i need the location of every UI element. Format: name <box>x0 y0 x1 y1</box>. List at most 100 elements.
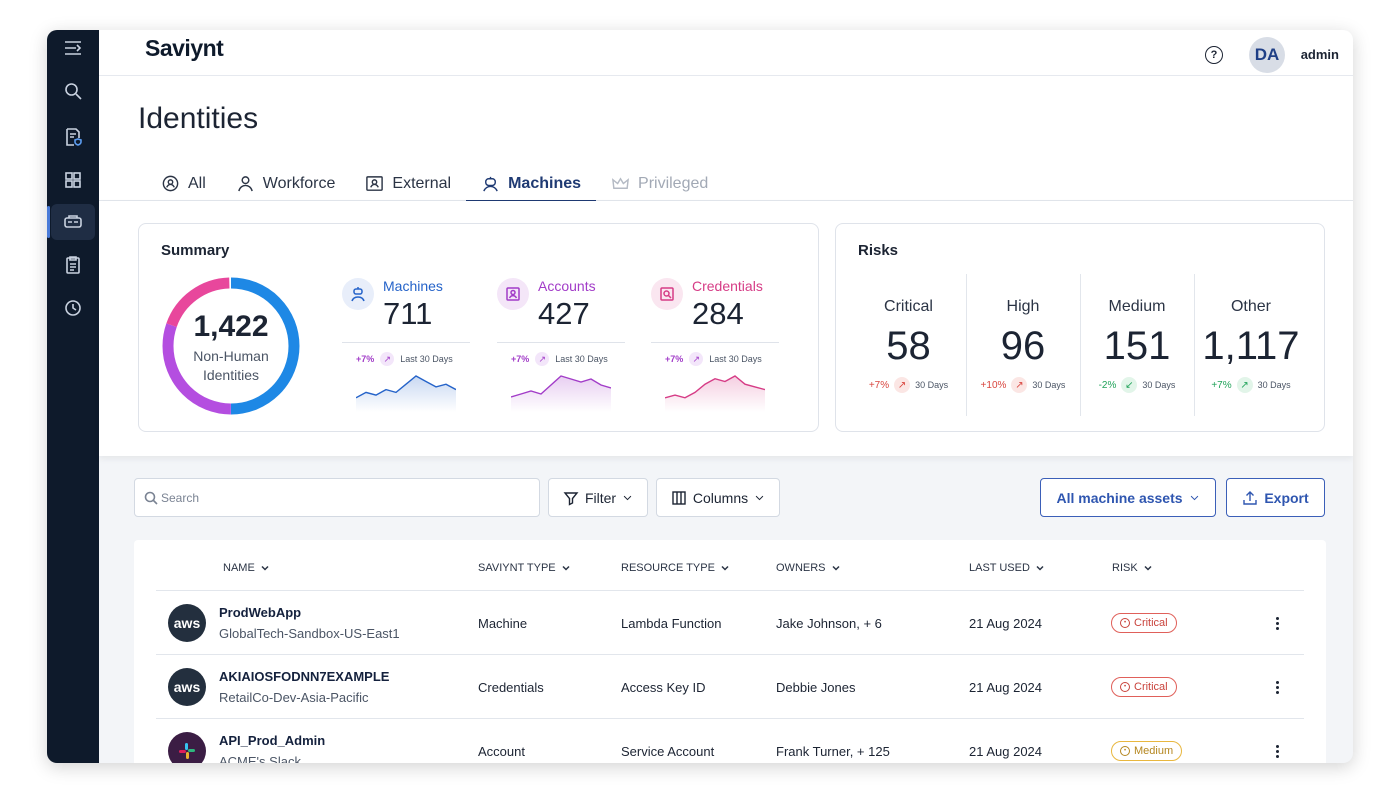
metric-trend: +7% ↗ Last 30 Days <box>356 352 453 366</box>
filter-button[interactable]: Filter <box>548 478 648 517</box>
saviynt-logo[interactable]: Saviynt <box>145 35 224 61</box>
clock-icon[interactable] <box>51 290 95 326</box>
risk-badge-label: Critical <box>1134 681 1168 693</box>
page-title: Identities <box>138 102 259 135</box>
divider <box>497 342 625 343</box>
row-name[interactable]: ProdWebApp <box>219 605 302 620</box>
column-header-risk[interactable]: RISK <box>1112 562 1153 574</box>
chevron-down-icon <box>261 565 269 571</box>
grid-icon[interactable] <box>51 162 95 198</box>
identities-donut-chart <box>162 277 300 415</box>
risk-high[interactable]: High 96 +10% ↗ 30 Days <box>966 274 1079 416</box>
risk-trend-pct: +10% <box>980 379 1007 391</box>
tab-external[interactable]: External <box>350 166 466 201</box>
header-divider <box>156 590 1304 591</box>
row-last-used: 21 Aug 2024 <box>969 744 1043 759</box>
arrow-down-icon: ↙ <box>1121 377 1138 393</box>
key-search-icon <box>651 278 683 310</box>
tab-machines[interactable]: Machines <box>466 166 596 202</box>
risk-trend: -2% ↙ 30 Days <box>1081 377 1193 393</box>
row-more-icon[interactable] <box>1271 613 1283 633</box>
tab-privileged[interactable]: Privileged <box>596 166 723 201</box>
risk-trend: +7% ↗ 30 Days <box>852 377 965 393</box>
identity-card-icon[interactable] <box>47 204 95 240</box>
row-more-icon[interactable] <box>1271 677 1283 697</box>
identity-tabs: All Workforce External Machines Privileg… <box>146 166 723 202</box>
metric-machines[interactable]: Machines 711 +7% ↗ Last 30 Days <box>342 276 470 416</box>
risk-critical[interactable]: Critical 58 +7% ↗ 30 Days <box>852 274 965 416</box>
aws-logo-icon: aws <box>168 604 206 642</box>
column-header-label: RISK <box>1112 562 1138 574</box>
help-circle-icon[interactable]: ? <box>1205 46 1223 64</box>
machines-table: NAME SAVIYNT TYPE RESOURCE TYPE OWNERS L… <box>134 540 1326 763</box>
row-more-icon[interactable] <box>1271 741 1283 761</box>
metric-credentials[interactable]: Credentials 284 +7% ↗ Last 30 Days <box>651 276 779 416</box>
column-header-saviynt-type[interactable]: SAVIYNT TYPE <box>478 562 571 574</box>
risk-other[interactable]: Other 1,117 +7% ↗ 30 Days <box>1194 274 1307 416</box>
risk-trend-pct: +7% <box>868 379 890 391</box>
chevron-down-icon <box>562 565 570 571</box>
metric-value: 711 <box>383 296 433 331</box>
risk-value: 151 <box>1103 324 1171 368</box>
risk-trend-period: 30 Days <box>915 380 949 390</box>
risk-value: 96 <box>1000 324 1046 368</box>
table-row[interactable]: API_Prod_Admin ACME's Slack Account Serv… <box>156 719 1304 763</box>
upload-icon <box>1243 490 1258 505</box>
row-name[interactable]: API_Prod_Admin <box>219 733 326 748</box>
robot-icon <box>342 278 374 310</box>
arrow-up-icon: ↗ <box>894 377 911 393</box>
chevron-down-icon <box>1036 565 1044 571</box>
export-button[interactable]: Export <box>1226 478 1325 517</box>
avatar[interactable]: DA <box>1249 37 1285 73</box>
menu-icon[interactable] <box>51 30 95 66</box>
risk-badge: • Critical <box>1111 677 1177 697</box>
metric-trend-pct: +7% <box>665 354 684 364</box>
tab-workforce[interactable]: Workforce <box>221 166 351 201</box>
metric-accounts[interactable]: Accounts 427 +7% ↗ Last 30 Days <box>497 276 625 416</box>
credentials-sparkline <box>665 375 765 412</box>
asset-scope-dropdown[interactable]: All machine assets <box>1040 478 1216 517</box>
risks-card: Risks Critical 58 +7% ↗ 30 Days High 96 +1… <box>835 223 1325 432</box>
document-shield-icon[interactable] <box>51 119 95 155</box>
metric-label: Accounts <box>538 278 596 294</box>
row-last-used: 21 Aug 2024 <box>969 616 1043 631</box>
search-icon[interactable] <box>51 73 95 109</box>
column-header-label: OWNERS <box>776 562 826 574</box>
accounts-sparkline <box>511 375 611 412</box>
id-badge-icon <box>366 176 384 191</box>
tab-all[interactable]: All <box>146 166 221 201</box>
top-bar: Saviynt ? DA admin <box>99 30 1353 76</box>
column-header-resource-type[interactable]: RESOURCE TYPE <box>621 562 730 574</box>
column-header-label: LAST USED <box>969 562 1030 574</box>
filter-label: Filter <box>584 489 617 506</box>
clipboard-icon[interactable] <box>51 247 95 283</box>
risk-trend: +7% ↗ 30 Days <box>1195 377 1307 393</box>
row-resource-type: Service Account <box>621 744 715 759</box>
app-window: Saviynt ? DA admin Identities All Workfo… <box>47 30 1353 763</box>
column-header-label: NAME <box>223 562 255 574</box>
risk-medium[interactable]: Medium 151 -2% ↙ 30 Days <box>1080 274 1193 416</box>
table-row[interactable]: aws AKIAIOSFODNN7EXAMPLE RetailCo-Dev-As… <box>156 655 1304 719</box>
columns-button[interactable]: Columns <box>656 478 780 517</box>
tab-label: All <box>188 174 206 192</box>
columns-icon <box>672 490 686 505</box>
search-input[interactable] <box>161 479 531 516</box>
metric-trend: +7% ↗ Last 30 Days <box>511 352 608 366</box>
column-header-last-used[interactable]: LAST USED <box>969 562 1045 574</box>
row-owners: Debbie Jones <box>776 680 856 695</box>
search-box[interactable] <box>134 478 540 517</box>
metric-trend-period: Last 30 Days <box>555 354 608 364</box>
chevron-down-icon <box>1190 495 1198 501</box>
risk-trend: +10% ↗ 30 Days <box>967 377 1079 393</box>
column-header-owners[interactable]: OWNERS <box>776 562 841 574</box>
divider <box>651 342 779 343</box>
arrow-up-icon: ↗ <box>535 352 550 366</box>
tab-label: External <box>392 174 452 192</box>
username-label[interactable]: admin <box>1300 47 1339 62</box>
columns-label: Columns <box>692 489 749 506</box>
table-row[interactable]: aws ProdWebApp GlobalTech-Sandbox-US-Eas… <box>156 591 1304 655</box>
slack-mark-icon <box>179 743 195 759</box>
column-header-name[interactable]: NAME <box>223 562 270 574</box>
row-name[interactable]: AKIAIOSFODNN7EXAMPLE <box>219 669 390 684</box>
sparkline-area <box>665 376 765 412</box>
